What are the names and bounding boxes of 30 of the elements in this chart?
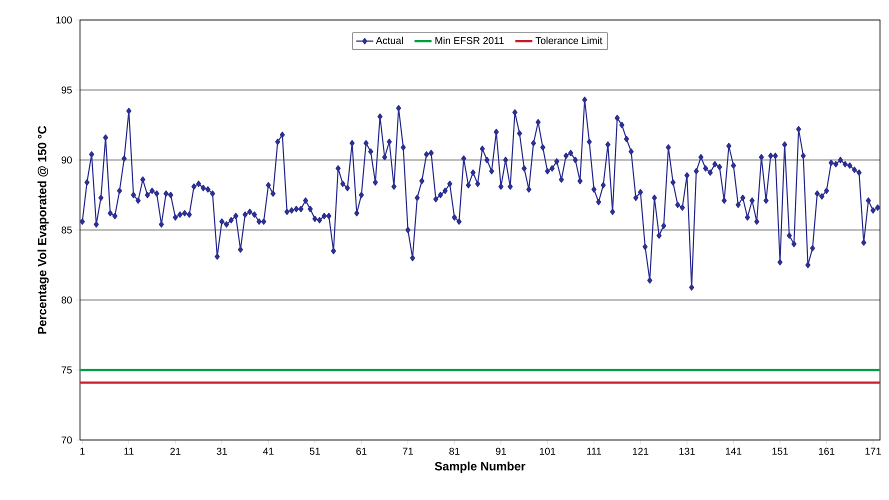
- y-tick-label: 85: [62, 226, 72, 234]
- x-axis-title: Sample Number: [434, 462, 526, 473]
- y-axis-title: Percentage Vol Evaporated @ 150 °C: [38, 126, 49, 334]
- x-tick-label: 1: [80, 448, 85, 455]
- y-tick-label: 100: [56, 16, 72, 24]
- x-tick-label: 91: [496, 448, 506, 455]
- x-tick-label: 51: [310, 448, 320, 455]
- x-tick-label: 151: [772, 448, 788, 455]
- x-tick-label: 71: [402, 448, 413, 455]
- x-tick-label: 41: [263, 448, 274, 455]
- x-tick-label: 101: [540, 448, 556, 455]
- x-tick-label: 141: [726, 448, 742, 455]
- x-tick-label: 161: [818, 448, 834, 455]
- y-tick-label: 80: [62, 296, 72, 304]
- x-tick-label: 171: [865, 448, 881, 455]
- legend-label: Tolerance Limit: [536, 36, 602, 44]
- x-tick-label: 31: [216, 448, 227, 455]
- x-tick-label: 21: [170, 448, 180, 455]
- legend-label: Min EFSR 2011: [435, 36, 504, 44]
- y-tick-label: 75: [62, 366, 72, 374]
- y-tick-label: 90: [62, 156, 72, 164]
- y-tick-label: 70: [62, 436, 72, 444]
- x-tick-label: 111: [587, 448, 602, 455]
- y-tick-label: 95: [62, 86, 72, 94]
- x-tick-label: 131: [679, 448, 695, 455]
- x-tick-label: 61: [356, 448, 366, 455]
- legend-label: Actual: [376, 36, 403, 44]
- x-tick-label: 11: [124, 448, 134, 455]
- x-tick-label: 81: [449, 448, 460, 455]
- x-tick-label: 121: [632, 448, 648, 455]
